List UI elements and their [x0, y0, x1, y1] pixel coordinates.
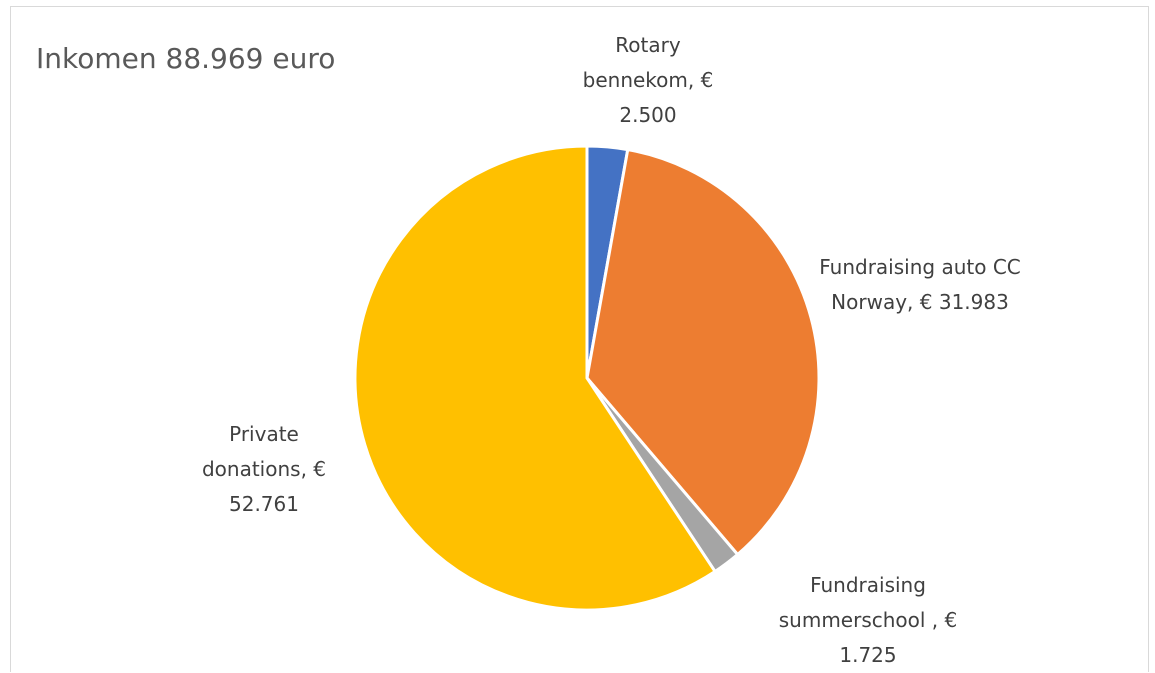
pie-slice [353, 144, 718, 612]
slice-name: Private donations, [201, 422, 307, 481]
data-label: Rotary bennekom, € 2.500 [568, 28, 728, 133]
slice-value: € 52.761 [229, 457, 327, 516]
slice-name: Rotary bennekom, [582, 33, 695, 92]
slice-name: Fundraising auto CC Norway, [819, 255, 1021, 314]
slice-value: € 2.500 [619, 68, 714, 127]
chart-border [10, 6, 1149, 672]
pie-slice [585, 147, 821, 557]
slice-name: Fundraising summerschool , [778, 573, 939, 632]
data-label: Fundraising auto CC Norway, € 31.983 [815, 250, 1025, 320]
slice-value: € 1.725 [839, 608, 958, 667]
data-label: Fundraising summerschool , € 1.725 [748, 568, 988, 673]
slice-value: € 31.983 [919, 290, 1009, 314]
data-label: Private donations, € 52.761 [184, 417, 344, 522]
chart-title: Inkomen 88.969 euro [36, 42, 336, 75]
